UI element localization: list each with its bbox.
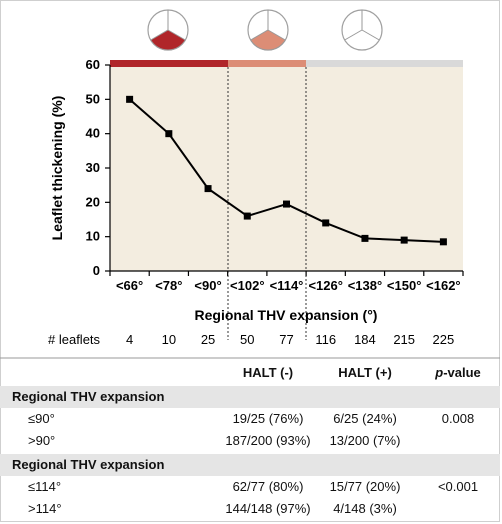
row-label: ≤90° [28,411,55,426]
cell-p-value: 0.008 [441,411,475,426]
header-halt-positive: HALT (+) [338,365,392,380]
section-header-1: Regional THV expansion [0,386,500,408]
band-gray [306,60,463,67]
leaflets-label: # leaflets [48,332,101,347]
line-chart: 0 10 20 30 40 50 60 <66° <78° <90° <102° <114° <126… [0,9,500,359]
x-tick-label: <90° [194,278,221,293]
leaflet-count: 50 [240,332,254,347]
data-point [243,212,251,220]
cell-halt-negative: 187/200 (93%) [225,433,311,448]
y-tick-label: 0 [93,263,100,278]
leaflet-count: 225 [433,332,455,347]
leaflet-count: 10 [162,332,176,347]
x-tick-label: <126° [308,278,342,293]
header-p-value: p-value [435,365,481,380]
y-tick-label: 50 [86,91,100,106]
y-tick-label: 30 [86,160,100,175]
leaflet-count: 184 [354,332,376,347]
cell-halt-positive: 6/25 (24%) [333,411,397,426]
band-salmon [228,60,306,67]
y-axis-label: Leaflet thickening (%) [49,96,65,241]
valve-icon-full-red [147,9,189,51]
cell-halt-positive: 4/148 (3%) [333,501,397,516]
section-title-1: Regional THV expansion [12,389,165,404]
row-label: >90° [28,433,56,448]
data-point [283,200,290,208]
leaflet-count: 116 [315,332,336,347]
data-point [126,95,134,103]
leaflet-count: 215 [393,332,415,347]
cell-halt-negative: 144/148 (97%) [225,501,311,516]
cell-halt-positive: 13/200 (7%) [329,433,401,448]
section-header-2: Regional THV expansion [0,454,500,476]
table-row: >90° 187/200 (93%) 13/200 (7%) [0,430,500,452]
x-ticks: <66° <78° <90° <102° <114° <126° <138° <150° <16… [109,271,464,293]
y-tick-label: 20 [86,194,100,209]
data-point [322,219,330,227]
row-label: >114° [28,501,62,516]
table-row: >114° 144/148 (97%) 4/148 (3%) [0,498,500,520]
x-tick-label: <102° [230,278,264,293]
y-tick-label: 40 [86,126,100,141]
x-tick-label: <78° [155,278,182,293]
x-axis-label: Regional THV expansion (°) [195,307,378,323]
cell-halt-negative: 19/25 (76%) [232,411,304,426]
y-tick-label: 60 [86,57,100,72]
section-title-2: Regional THV expansion [12,457,165,472]
x-tick-label: <114° [270,278,304,293]
table-row: ≤114° 62/77 (80%) 15/77 (20%) <0.001 [0,476,500,498]
table-row: ≤90° 19/25 (76%) 6/25 (24%) 0.008 [0,408,500,430]
data-point [400,236,408,244]
row-label: ≤114° [28,479,62,494]
x-tick-label: <138° [348,278,382,293]
header-halt-negative: HALT (-) [242,365,294,380]
data-point [165,130,173,138]
band-red [110,60,228,67]
x-tick-label: <150° [387,278,421,293]
cell-halt-negative: 62/77 (80%) [232,479,304,494]
leaflet-counts: 4 10 25 50 77 116 184 215 225 [126,332,454,347]
table-header-row: HALT (-) HALT (+) p-value [0,362,500,384]
data-point [439,238,447,246]
x-tick-label: <66° [116,278,143,293]
y-tick-label: 10 [86,229,100,244]
y-ticks: 0 10 20 30 40 50 60 [86,57,110,278]
data-point [204,185,212,193]
leaflet-count: 25 [201,332,215,347]
leaflet-count: 4 [126,332,133,347]
data-point [361,234,369,242]
series-markers [126,95,447,246]
cell-halt-positive: 15/77 (20%) [329,479,401,494]
valve-icon-empty [341,9,383,51]
leaflet-count: 77 [279,332,293,347]
cell-p-value: <0.001 [437,479,479,494]
x-tick-label: <162° [426,278,460,293]
valve-icon-light-red [247,9,289,51]
